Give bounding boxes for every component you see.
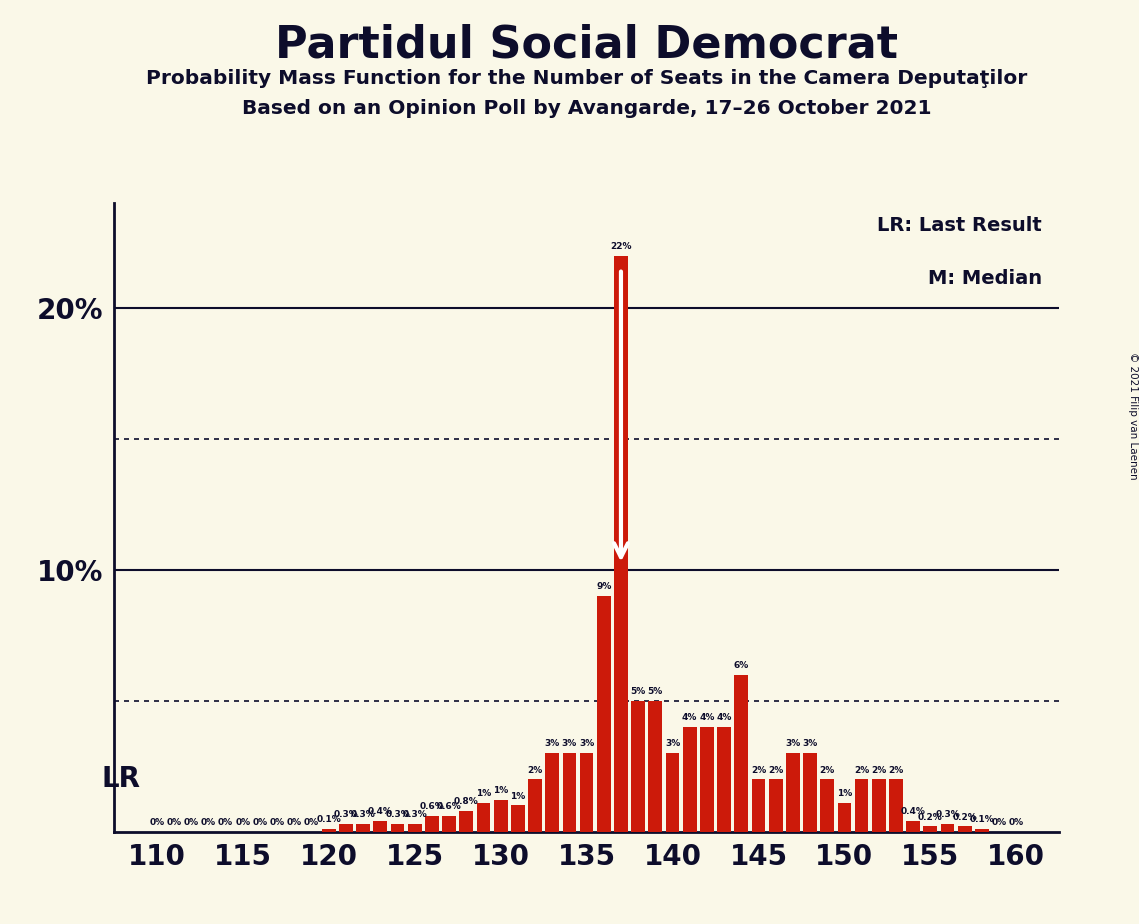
- Text: 1%: 1%: [837, 789, 852, 798]
- Bar: [357, 824, 370, 832]
- Text: 0%: 0%: [287, 818, 302, 827]
- Text: 3%: 3%: [665, 739, 680, 748]
- Bar: [339, 824, 353, 832]
- Bar: [374, 821, 387, 832]
- Text: 0.3%: 0.3%: [334, 810, 359, 819]
- Bar: [941, 824, 954, 832]
- Text: 0.6%: 0.6%: [436, 802, 461, 811]
- Text: 5%: 5%: [631, 687, 646, 696]
- Text: 0%: 0%: [992, 818, 1007, 827]
- Text: 2%: 2%: [871, 765, 886, 774]
- Bar: [631, 700, 645, 832]
- Text: 0%: 0%: [149, 818, 164, 827]
- Text: 1%: 1%: [510, 792, 525, 801]
- Text: LR: Last Result: LR: Last Result: [877, 216, 1042, 236]
- Bar: [769, 779, 782, 832]
- Text: 4%: 4%: [699, 713, 714, 723]
- Bar: [442, 816, 456, 832]
- Text: 1%: 1%: [476, 789, 491, 798]
- Text: 0.4%: 0.4%: [901, 808, 926, 817]
- Text: 0.3%: 0.3%: [402, 810, 427, 819]
- Text: 0%: 0%: [253, 818, 268, 827]
- Text: 2%: 2%: [888, 765, 903, 774]
- Text: M: Median: M: Median: [928, 269, 1042, 287]
- Text: 4%: 4%: [716, 713, 731, 723]
- Bar: [837, 803, 851, 832]
- Bar: [648, 700, 662, 832]
- Bar: [391, 824, 404, 832]
- Bar: [425, 816, 439, 832]
- Bar: [854, 779, 868, 832]
- Bar: [975, 829, 989, 832]
- Bar: [718, 727, 731, 832]
- Bar: [907, 821, 920, 832]
- Bar: [459, 810, 473, 832]
- Bar: [803, 753, 817, 832]
- Text: 3%: 3%: [544, 739, 560, 748]
- Text: 0%: 0%: [183, 818, 199, 827]
- Text: 3%: 3%: [785, 739, 801, 748]
- Text: 0%: 0%: [270, 818, 285, 827]
- Bar: [614, 256, 628, 832]
- Text: 2%: 2%: [527, 765, 542, 774]
- Bar: [752, 779, 765, 832]
- Bar: [511, 806, 525, 832]
- Text: 0.1%: 0.1%: [969, 815, 994, 824]
- Text: 9%: 9%: [596, 582, 612, 591]
- Bar: [786, 753, 800, 832]
- Bar: [563, 753, 576, 832]
- Bar: [735, 675, 748, 832]
- Bar: [322, 829, 336, 832]
- Text: © 2021 Filip van Laenen: © 2021 Filip van Laenen: [1129, 352, 1138, 480]
- Text: 6%: 6%: [734, 661, 749, 670]
- Text: 0%: 0%: [218, 818, 233, 827]
- Text: 3%: 3%: [802, 739, 818, 748]
- Text: 0.2%: 0.2%: [918, 812, 943, 821]
- Text: LR: LR: [101, 765, 141, 793]
- Text: 0%: 0%: [304, 818, 319, 827]
- Bar: [700, 727, 714, 832]
- Bar: [872, 779, 886, 832]
- Text: 0.4%: 0.4%: [368, 808, 393, 817]
- Text: 0.3%: 0.3%: [351, 810, 376, 819]
- Bar: [820, 779, 834, 832]
- Text: 0.6%: 0.6%: [419, 802, 444, 811]
- Text: 2%: 2%: [751, 765, 767, 774]
- Text: 0.2%: 0.2%: [952, 812, 977, 821]
- Text: 0.3%: 0.3%: [935, 810, 960, 819]
- Text: 0%: 0%: [200, 818, 216, 827]
- Text: 3%: 3%: [579, 739, 595, 748]
- Bar: [958, 826, 972, 832]
- Text: 0%: 0%: [166, 818, 181, 827]
- Text: 0.1%: 0.1%: [317, 815, 342, 824]
- Bar: [683, 727, 697, 832]
- Text: 2%: 2%: [768, 765, 784, 774]
- Bar: [494, 800, 508, 832]
- Text: 22%: 22%: [611, 242, 632, 251]
- Bar: [924, 826, 937, 832]
- Bar: [580, 753, 593, 832]
- Text: 2%: 2%: [820, 765, 835, 774]
- Bar: [890, 779, 903, 832]
- Text: Based on an Opinion Poll by Avangarde, 17–26 October 2021: Based on an Opinion Poll by Avangarde, 1…: [241, 99, 932, 118]
- Text: 5%: 5%: [648, 687, 663, 696]
- Text: Partidul Social Democrat: Partidul Social Democrat: [276, 23, 898, 67]
- Bar: [546, 753, 559, 832]
- Bar: [665, 753, 679, 832]
- Text: 4%: 4%: [682, 713, 697, 723]
- Text: 0.3%: 0.3%: [385, 810, 410, 819]
- Text: 0%: 0%: [236, 818, 251, 827]
- Bar: [528, 779, 542, 832]
- Text: 3%: 3%: [562, 739, 577, 748]
- Text: 1%: 1%: [493, 786, 508, 796]
- Text: 2%: 2%: [854, 765, 869, 774]
- Bar: [408, 824, 421, 832]
- Text: Probability Mass Function for the Number of Seats in the Camera Deputaţilor: Probability Mass Function for the Number…: [146, 69, 1027, 89]
- Bar: [597, 596, 611, 832]
- Bar: [476, 803, 490, 832]
- Text: 0%: 0%: [1009, 818, 1024, 827]
- Text: 0.8%: 0.8%: [453, 796, 478, 806]
